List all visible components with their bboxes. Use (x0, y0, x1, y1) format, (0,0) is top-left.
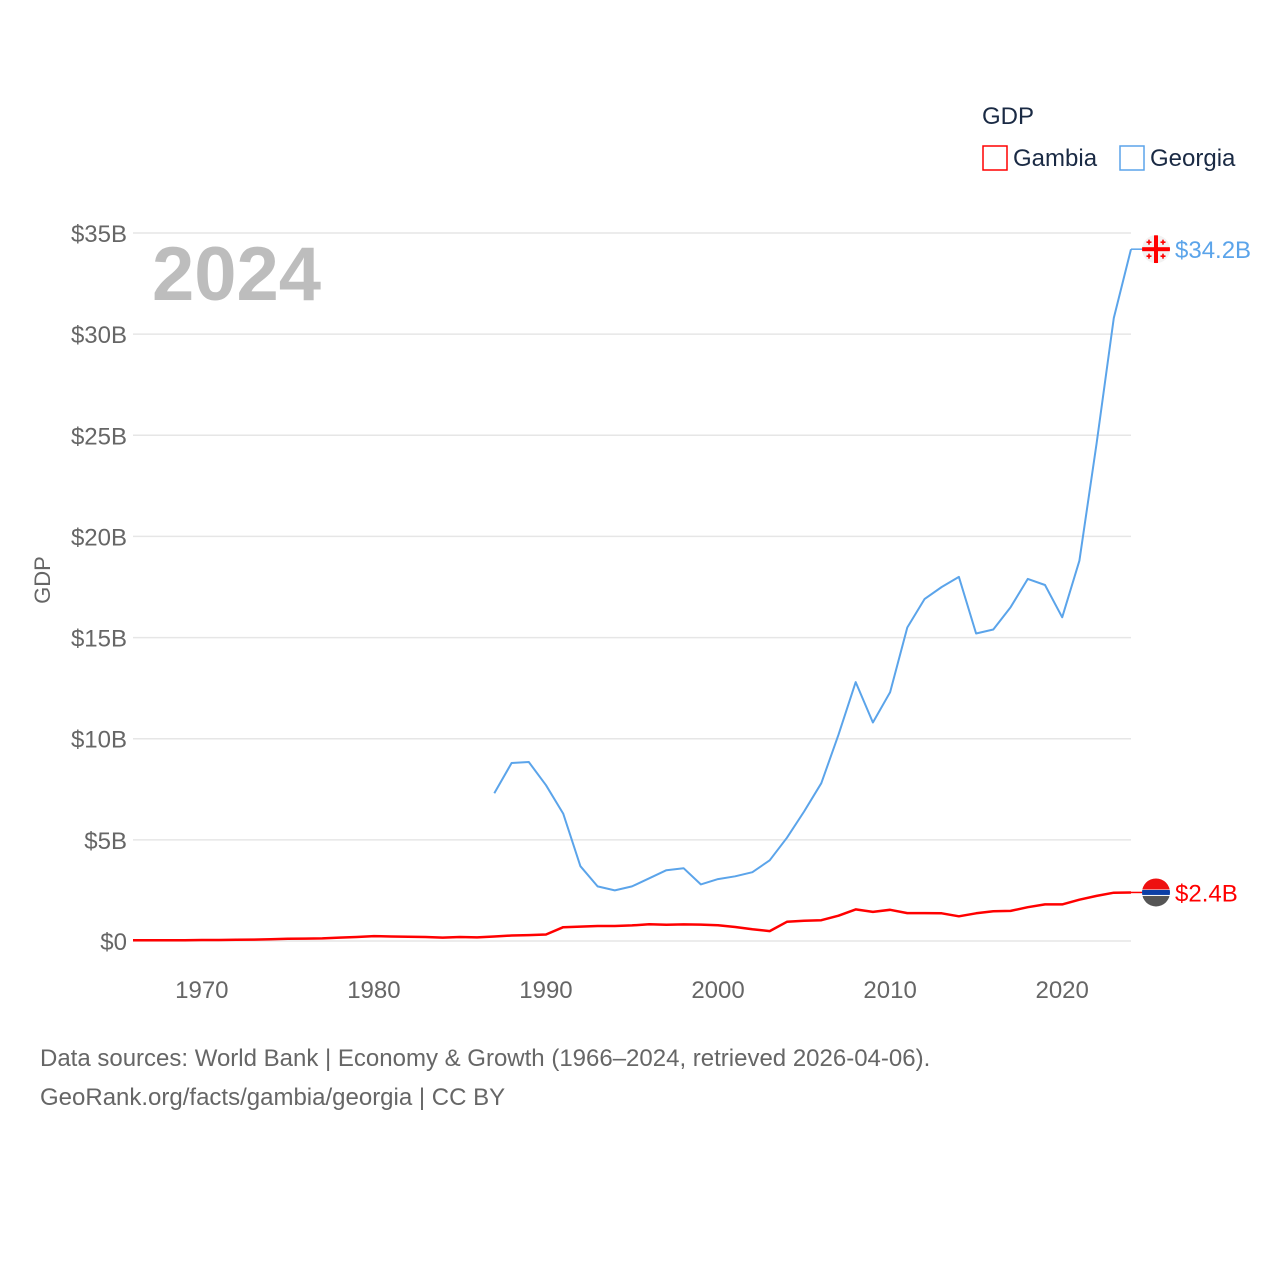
y-tick-label: $15B (71, 626, 127, 653)
x-tick-label: 1990 (519, 977, 572, 1004)
x-tick-label: 2010 (863, 977, 916, 1004)
x-tick-label: 2020 (1035, 977, 1088, 1004)
series-line-gambia (133, 891, 1132, 942)
flag-stripe-green (1142, 895, 1170, 907)
flag-small-cross (1162, 239, 1164, 245)
legend-title: GDP (982, 103, 1034, 130)
legend-item-georgia[interactable]: Georgia (1119, 145, 1236, 172)
flag-body (1142, 878, 1170, 907)
y-axis-ticks: $0 $5B $10B $15B $20B $25B $30B $35B (71, 221, 127, 956)
x-tick-label: 1970 (175, 977, 228, 1004)
legend-item-gambia[interactable]: Gambia (982, 145, 1098, 172)
flag-stripe-red (1142, 878, 1170, 890)
x-tick-label: 1980 (347, 977, 400, 1004)
x-axis-ticks: 1970 1980 1990 2000 2010 2020 (175, 977, 1089, 1004)
legend-swatch-gambia (982, 145, 1008, 171)
flag-stripe-blue (1142, 889, 1170, 895)
legend-label-georgia: Georgia (1150, 145, 1236, 172)
footer-sources: Data sources: World Bank | Economy & Gro… (40, 1045, 931, 1072)
y-tick-label: $30B (71, 322, 127, 349)
flag-body (1142, 235, 1170, 264)
year-label: 2024 (152, 232, 321, 317)
x-tick-label: 2000 (691, 977, 744, 1004)
series-end-labels: $2.4B $34.2B (1131, 235, 1251, 907)
footer-attribution[interactable]: GeoRank.org/facts/gambia/georgia | CC BY (40, 1084, 506, 1111)
y-axis-label: GDP (30, 556, 55, 604)
legend-swatch-georgia (1119, 145, 1145, 171)
legend-label-gambia: Gambia (1013, 145, 1098, 172)
flag-small-cross (1148, 253, 1150, 259)
grid-lines (133, 232, 1131, 942)
y-tick-label: $35B (71, 221, 127, 248)
y-tick-label: $25B (71, 423, 127, 450)
series-line-georgia (493, 248, 1132, 892)
end-value-label-georgia: $34.2B (1175, 237, 1251, 264)
y-tick-label: $0 (100, 929, 127, 956)
flag-small-cross (1162, 253, 1164, 259)
gambia-flag-icon (1142, 878, 1170, 907)
flag-small-cross (1148, 239, 1150, 245)
georgia-flag-icon (1142, 235, 1170, 264)
end-value-label-gambia: $2.4B (1175, 880, 1238, 907)
y-tick-label: $10B (71, 727, 127, 754)
gdp-line-chart: $0$5B$10B$15B$20B$25B$30B$35B 1970 1980 19… (30, 103, 1251, 1004)
series-lines (133, 248, 1132, 942)
y-tick-label: $20B (71, 524, 127, 551)
y-tick-label: $5B (84, 828, 127, 855)
flag-cross (1142, 247, 1170, 252)
